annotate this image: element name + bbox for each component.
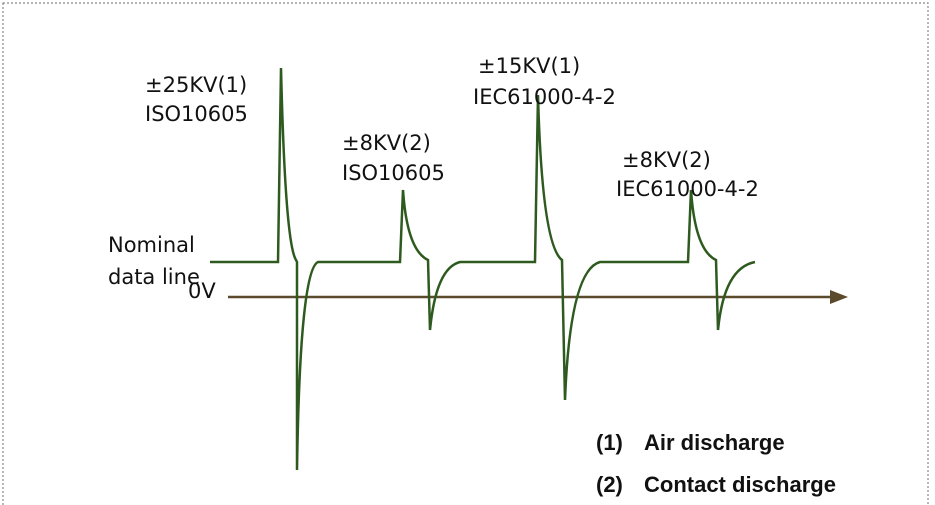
nominal-label: data line — [108, 265, 200, 289]
legend-marker: (1) — [596, 430, 623, 455]
pulse-level: ±25KV(1) — [145, 73, 247, 97]
nominal-label: Nominal — [108, 233, 195, 257]
pulse-level: ±8KV(2) — [342, 131, 431, 155]
legend-text: Air discharge — [644, 430, 785, 455]
zero-label: 0V — [188, 279, 216, 303]
legend-text: Contact discharge — [644, 472, 836, 497]
legend-marker: (2) — [596, 472, 623, 497]
pulse-level: ±8KV(2) — [622, 148, 711, 172]
pulse-level: ±15KV(1) — [478, 54, 580, 78]
pulse-standard: IEC61000-4-2 — [473, 85, 616, 109]
pulse-standard: IEC61000-4-2 — [616, 177, 759, 201]
pulse-standard: ISO10605 — [145, 102, 248, 126]
axis-arrow — [830, 290, 848, 304]
esd-waveform — [210, 67, 756, 471]
pulse-standard: ISO10605 — [342, 161, 445, 185]
